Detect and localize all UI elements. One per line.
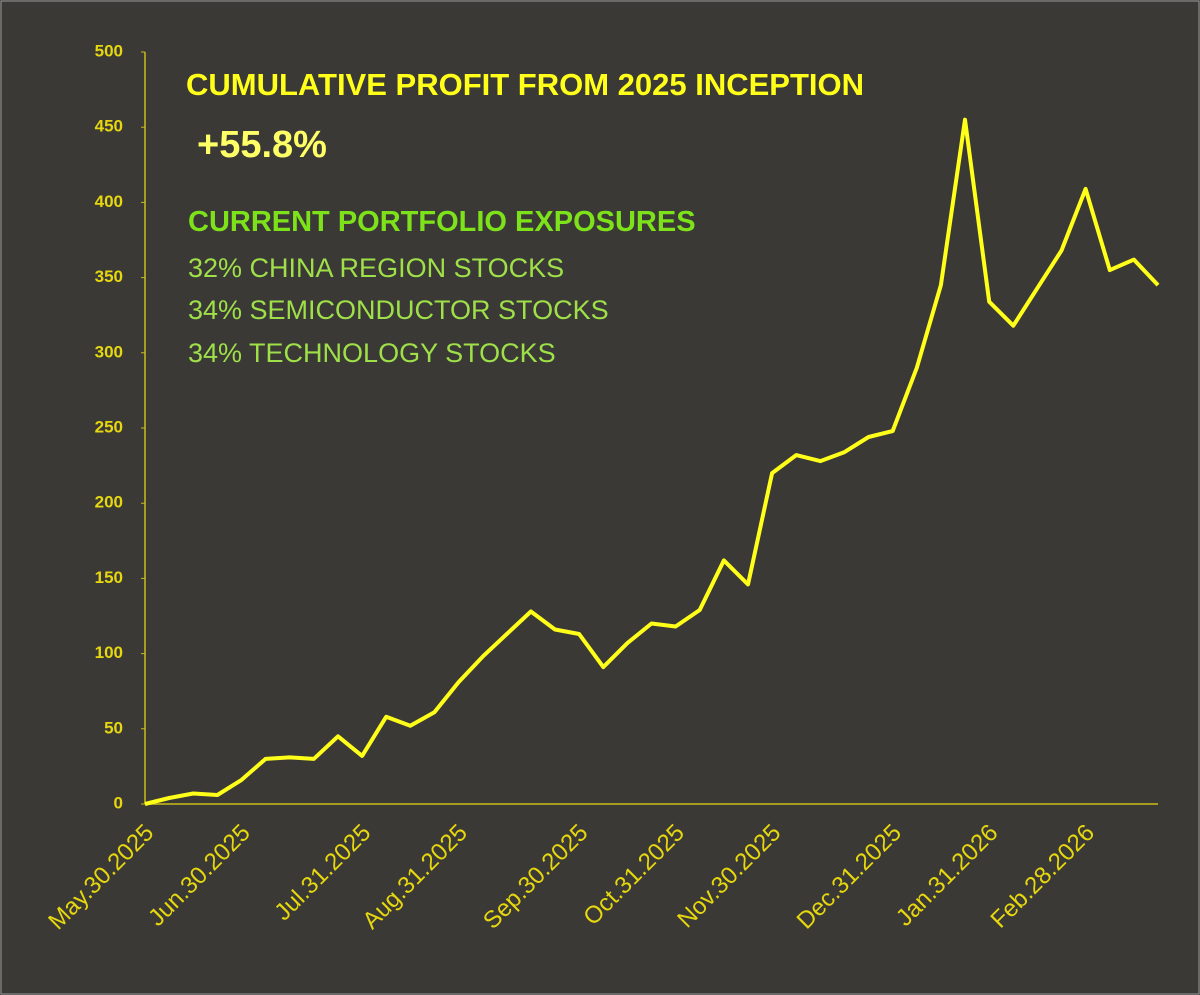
y-tick-label: 200 (95, 493, 123, 512)
line (144, 117, 1160, 806)
y-tick-label: 400 (95, 192, 123, 211)
y-tick-label: 0 (114, 793, 123, 812)
chart-title: CUMULATIVE PROFIT FROM 2025 INCEPTION (186, 67, 864, 102)
annotation-line: 32% CHINA REGION STOCKS (188, 253, 564, 283)
y-tick-label: 150 (95, 568, 123, 587)
y-tick-label: 350 (95, 267, 123, 286)
y-tick-label: 250 (95, 417, 123, 436)
y-tick-label: 300 (95, 342, 123, 361)
y-tick-label: 100 (95, 643, 123, 662)
y-tick-label: 450 (95, 117, 123, 136)
annotation-heading: CURRENT PORTFOLIO EXPOSURES (188, 206, 696, 238)
y-tick-label: 50 (104, 718, 123, 737)
y-tick-label: 500 (95, 41, 123, 60)
chart-subtitle: +55.8% (197, 124, 327, 166)
annotation-line: 34% SEMICONDUCTOR STOCKS (188, 295, 609, 325)
annotation-line: 34% TECHNOLOGY STOCKS (188, 338, 556, 368)
